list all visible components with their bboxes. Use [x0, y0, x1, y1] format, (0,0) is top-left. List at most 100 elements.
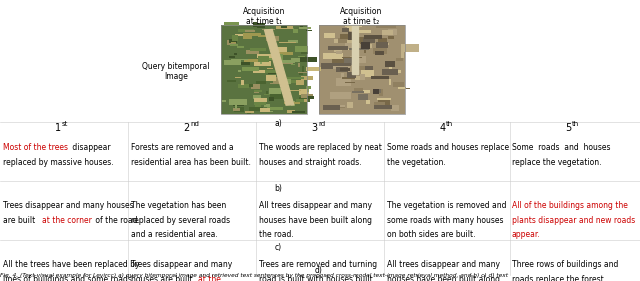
Bar [301, 94, 313, 98]
Text: c): c) [275, 243, 282, 252]
Bar [291, 101, 295, 106]
Text: appear.: appear. [512, 230, 541, 239]
Bar [301, 49, 308, 54]
Text: road is built with houses built: road is built with houses built [259, 275, 373, 281]
Bar [340, 68, 350, 71]
Bar [221, 25, 307, 114]
Text: Trees disappear and many houses: Trees disappear and many houses [3, 201, 134, 210]
Bar [259, 35, 272, 37]
Bar [253, 98, 267, 103]
Text: disappear: disappear [70, 143, 110, 152]
Text: Most of the trees: Most of the trees [3, 143, 68, 152]
Bar [247, 113, 251, 114]
Bar [268, 72, 281, 74]
Text: nd: nd [190, 121, 199, 127]
Bar [257, 54, 274, 58]
Bar [236, 34, 252, 36]
Bar [266, 91, 268, 94]
Bar [346, 25, 353, 31]
FancyArrow shape [264, 30, 294, 105]
Bar [390, 105, 399, 111]
Bar [342, 77, 355, 79]
Bar [300, 57, 317, 62]
Bar [270, 83, 285, 84]
Bar [367, 44, 372, 48]
Bar [222, 99, 226, 102]
Bar [247, 70, 254, 71]
Bar [231, 42, 236, 43]
Bar [291, 64, 295, 65]
Text: Query bitemporal
Image: Query bitemporal Image [142, 62, 210, 81]
Bar [372, 89, 380, 94]
Bar [374, 102, 385, 108]
Bar [302, 66, 304, 72]
Bar [332, 58, 344, 65]
Text: The vegetation is removed and: The vegetation is removed and [387, 201, 507, 210]
Bar [329, 105, 345, 107]
Bar [355, 66, 367, 70]
Text: Trees are removed and turning: Trees are removed and turning [259, 260, 378, 269]
Bar [300, 73, 303, 75]
Bar [338, 38, 349, 43]
Bar [344, 43, 360, 49]
Bar [300, 89, 308, 95]
Text: the vegetation.: the vegetation. [387, 158, 446, 167]
Bar [319, 25, 405, 114]
Bar [300, 27, 310, 29]
Bar [293, 29, 298, 33]
Bar [361, 42, 371, 49]
Text: Some roads and houses replace: Some roads and houses replace [387, 143, 509, 152]
Bar [270, 92, 272, 95]
Text: lines of buildings and some roads.: lines of buildings and some roads. [3, 275, 134, 281]
Bar [296, 80, 304, 85]
Text: Acquisition
at time t₂: Acquisition at time t₂ [340, 7, 383, 26]
Bar [349, 48, 369, 50]
Text: 2: 2 [183, 123, 189, 133]
Text: The woods are replaced by neat: The woods are replaced by neat [259, 143, 382, 152]
Bar [285, 90, 301, 91]
Bar [229, 56, 236, 58]
Bar [381, 69, 398, 75]
Text: 5: 5 [565, 123, 572, 133]
Bar [254, 90, 259, 93]
Bar [306, 30, 312, 31]
Bar [389, 79, 392, 85]
Bar [262, 29, 275, 30]
Bar [278, 52, 293, 55]
Bar [298, 71, 307, 73]
Bar [282, 79, 291, 84]
Bar [330, 92, 351, 99]
Bar [265, 70, 281, 72]
Text: The vegetation has been: The vegetation has been [131, 201, 227, 210]
Text: 3: 3 [311, 123, 317, 133]
Bar [328, 66, 342, 69]
Bar [288, 40, 298, 43]
Text: at the corner: at the corner [42, 216, 92, 225]
Bar [242, 67, 259, 71]
Bar [353, 91, 364, 93]
Bar [237, 101, 247, 105]
Bar [267, 107, 284, 110]
Text: houses are built: houses are built [131, 275, 195, 281]
Bar [346, 26, 362, 27]
Bar [345, 81, 355, 83]
Bar [227, 80, 236, 82]
Bar [348, 32, 356, 40]
Text: All trees disappear and many: All trees disappear and many [387, 260, 500, 269]
Bar [358, 94, 368, 99]
Bar [264, 104, 270, 107]
Bar [350, 56, 365, 63]
Bar [237, 46, 244, 48]
Bar [266, 36, 278, 41]
Bar [342, 57, 362, 58]
Bar [342, 28, 349, 32]
Bar [401, 44, 419, 52]
Text: 1: 1 [55, 123, 61, 133]
Bar [244, 59, 258, 62]
Bar [300, 98, 310, 102]
Bar [388, 29, 397, 35]
Bar [234, 108, 240, 110]
Bar [253, 70, 266, 73]
Bar [271, 94, 285, 99]
Bar [266, 76, 276, 81]
